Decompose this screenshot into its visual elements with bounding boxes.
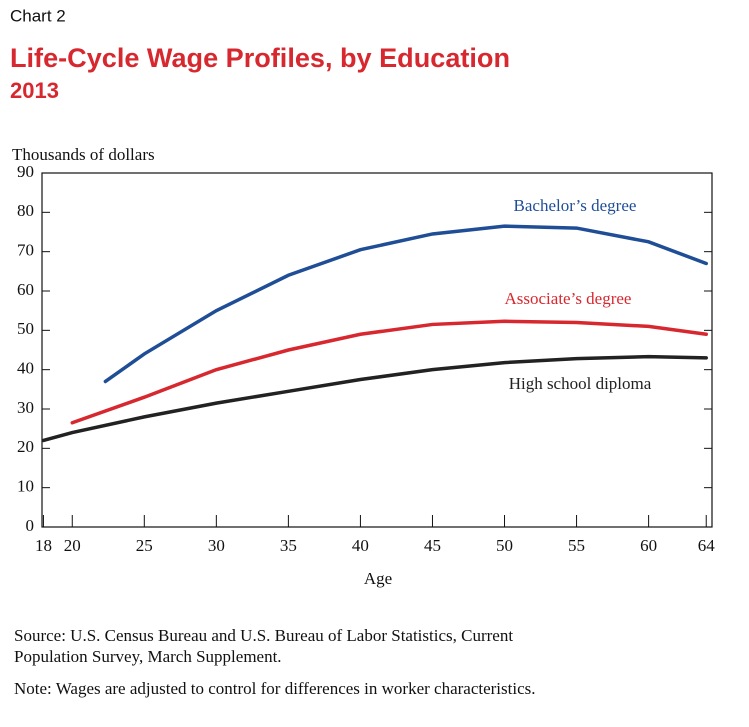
x-tick-label: 60 xyxy=(640,536,657,555)
y-tick-label: 40 xyxy=(17,359,34,378)
chart-label: Chart 2 xyxy=(10,6,66,25)
source: Population Survey, March Supplement. xyxy=(14,647,282,666)
note: Note: Wages are adjusted to control for … xyxy=(14,679,536,698)
series-label: Associate’s degree xyxy=(505,289,632,308)
x-tick-label: 40 xyxy=(352,536,369,555)
y-tick-label: 50 xyxy=(17,319,34,338)
x-tick-label: 20 xyxy=(64,536,81,555)
y-tick-label: 30 xyxy=(17,398,34,417)
y-tick-label: 80 xyxy=(17,201,34,220)
plot-frame xyxy=(41,172,713,528)
x-tick-label: 64 xyxy=(698,536,716,555)
x-tick-label: 18 xyxy=(35,536,52,555)
series-label: High school diploma xyxy=(509,374,652,393)
x-tick-label: 50 xyxy=(496,536,513,555)
chart-title: Life-Cycle Wage Profiles, by Education xyxy=(10,43,510,73)
source: Source: U.S. Census Bureau and U.S. Bure… xyxy=(14,626,513,645)
y-tick-label: 60 xyxy=(17,280,34,299)
y-tick-label: 90 xyxy=(17,162,34,181)
y-axis-label: Thousands of dollars xyxy=(12,145,155,164)
x-tick-label: 35 xyxy=(280,536,297,555)
x-tick-label: 55 xyxy=(568,536,585,555)
line xyxy=(41,354,708,443)
x-tick-label: 30 xyxy=(208,536,225,555)
y-tick-label: 20 xyxy=(17,437,34,456)
y-tick-label: 0 xyxy=(26,516,35,535)
x-tick-label: 25 xyxy=(136,536,153,555)
y-tick-label: 10 xyxy=(17,477,34,496)
x-tick-label: 45 xyxy=(424,536,441,555)
line xyxy=(103,224,708,384)
series-label: Bachelor’s degree xyxy=(514,196,637,215)
line xyxy=(70,319,708,425)
chart-subtitle: 2013 xyxy=(10,78,59,103)
x-axis-label: Age xyxy=(364,569,392,588)
y-tick-label: 70 xyxy=(17,241,34,260)
